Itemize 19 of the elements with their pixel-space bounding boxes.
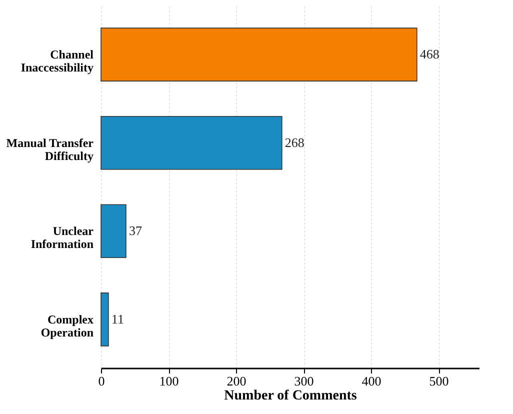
bar <box>100 28 418 82</box>
bar <box>100 292 109 346</box>
x-tick-label: 300 <box>294 374 314 388</box>
bar <box>100 116 282 170</box>
x-tick-label: 200 <box>226 374 246 388</box>
x-tick-label: 100 <box>159 374 179 388</box>
x-tick-label: 0 <box>98 374 105 388</box>
data-label: 37 <box>128 223 142 238</box>
y-tick-label: Manual Transfer Difficulty <box>6 136 94 163</box>
y-tick-label: Unclear Information <box>30 224 94 252</box>
x-tick-label: 400 <box>362 374 382 388</box>
data-label: 468 <box>420 46 440 62</box>
y-tick-label: Complex Operation <box>40 312 94 340</box>
y-tick-label: Channel Inaccessibility <box>20 48 94 75</box>
bar <box>100 204 126 258</box>
x-axis-title: Number of Comments <box>224 388 358 404</box>
data-label: 268 <box>284 134 304 150</box>
data-label: 11 <box>111 311 124 326</box>
x-tick-label: 500 <box>429 374 449 388</box>
